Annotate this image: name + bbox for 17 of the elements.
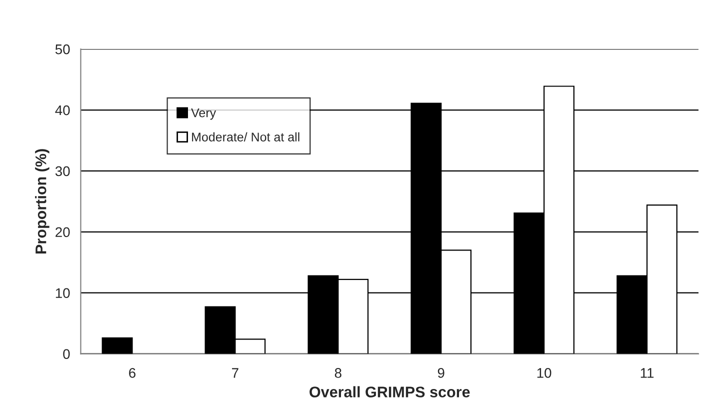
x-tick-label: 9 — [438, 368, 444, 378]
x-tick-label: 6 — [129, 368, 136, 378]
x-tick-label: 11 — [640, 368, 654, 378]
x-tick-label: 10 — [537, 368, 552, 378]
y-tick-label: 50 — [55, 44, 70, 54]
y-axis-title: Proportion (%) — [35, 149, 50, 254]
bar — [102, 337, 133, 354]
x-axis-title: Overall GRIMPS score — [310, 386, 470, 398]
legend-label: Moderate/ Not at all — [192, 132, 300, 142]
y-tick-label: 0 — [63, 349, 70, 359]
y-tick-label: 40 — [55, 105, 70, 116]
y-tick-label: 20 — [56, 227, 70, 238]
x-tick-label: 7 — [232, 368, 238, 378]
y-tick-label: 30 — [55, 166, 70, 176]
y-tick-label: 10 — [56, 288, 70, 298]
x-tick-label: 8 — [334, 368, 342, 378]
legend-label: Very — [191, 108, 216, 120]
